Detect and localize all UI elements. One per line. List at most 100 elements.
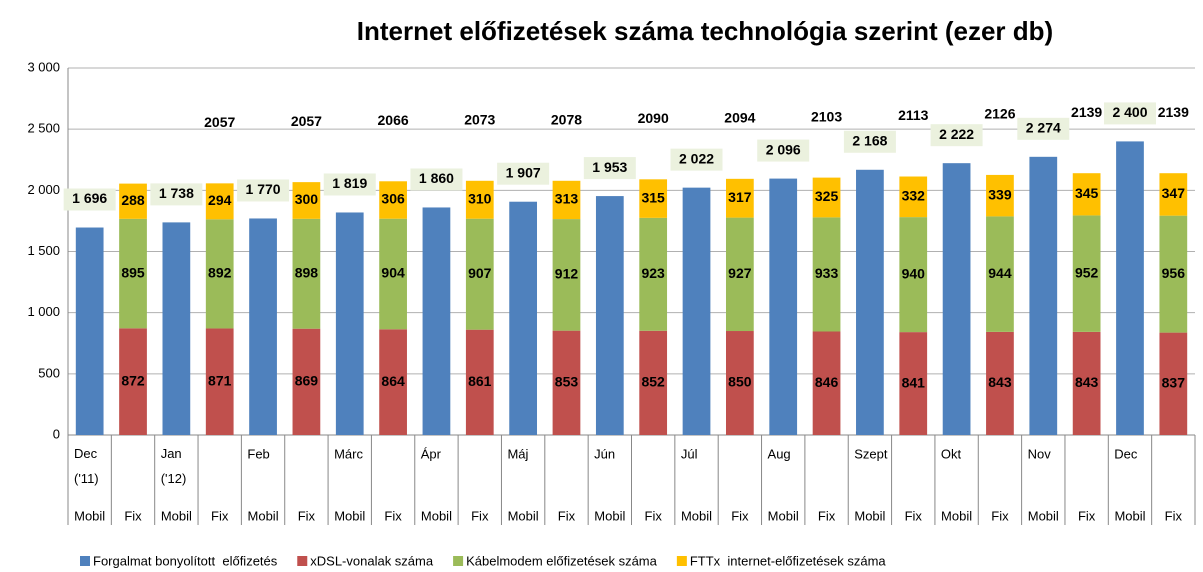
group-label: Feb	[247, 446, 269, 461]
x-tick-label: Mobil	[594, 508, 625, 523]
value-label: 325	[815, 188, 839, 204]
bar	[205, 219, 234, 329]
y-tick-label: 0	[53, 426, 60, 441]
x-tick-label: Fix	[905, 508, 923, 523]
bar	[899, 217, 928, 333]
x-tick-label: Fix	[211, 508, 229, 523]
bar	[1072, 215, 1101, 332]
x-tick-label: Fix	[818, 508, 836, 523]
bar	[639, 217, 668, 331]
legend-label: FTTx internet-előfizetések száma	[690, 553, 887, 568]
value-label: 927	[728, 265, 752, 281]
value-label-box	[930, 124, 983, 147]
y-tick-label: 1 500	[27, 243, 60, 258]
group-label-line: ('12)	[161, 471, 187, 486]
bar	[552, 219, 581, 331]
value-label: 315	[641, 189, 665, 205]
bar	[379, 329, 407, 435]
bar	[725, 178, 754, 218]
x-tick-label: Fix	[124, 508, 142, 523]
value-label-box	[1103, 102, 1156, 125]
total-label: 2066	[378, 112, 409, 128]
value-label: 2 400	[1112, 104, 1147, 120]
legend-label: Kábelmodem előfizetések száma	[466, 553, 658, 568]
bar	[465, 218, 494, 330]
bar	[379, 181, 407, 219]
value-label: 345	[1075, 185, 1099, 201]
value-label: 853	[555, 374, 579, 390]
x-tick-label: Fix	[1165, 508, 1183, 523]
value-label: 313	[555, 191, 579, 207]
value-label: 843	[1075, 374, 1099, 390]
group-label: Szept	[854, 446, 888, 461]
bar	[1159, 173, 1188, 216]
value-label: 1 696	[72, 190, 107, 206]
legend-swatch	[297, 556, 308, 566]
bar	[769, 178, 798, 435]
x-tick-label: Mobil	[768, 508, 799, 523]
legend-label: xDSL-vonalak száma	[310, 553, 434, 568]
value-label: 1 738	[159, 185, 194, 201]
group-label-line: Jan	[161, 446, 182, 461]
bar	[552, 180, 581, 220]
bar	[1116, 141, 1144, 435]
total-label: 2103	[811, 108, 842, 124]
value-label: 843	[988, 374, 1012, 390]
value-label: 944	[988, 265, 1012, 281]
total-label: 2139	[1071, 104, 1102, 120]
x-tick-label: Fix	[298, 508, 316, 523]
group-label: Ápr	[421, 446, 442, 461]
value-label: 2 168	[852, 132, 887, 148]
value-label: 912	[555, 266, 579, 282]
legend-swatch	[676, 556, 687, 566]
value-label: 1 953	[592, 159, 627, 175]
value-label: 1 819	[332, 175, 367, 191]
x-tick-label: Mobil	[508, 508, 539, 523]
bar	[986, 174, 1014, 217]
bar	[639, 179, 668, 218]
bar	[162, 222, 191, 435]
value-label: 2 274	[1026, 120, 1061, 136]
chart-title: Internet előfizetések száma technológia …	[357, 16, 1053, 46]
value-label: 871	[208, 372, 232, 388]
value-label: 1 907	[506, 164, 541, 180]
bar	[465, 329, 494, 435]
y-tick-label: 3 000	[27, 59, 60, 74]
value-label: 861	[468, 373, 492, 389]
value-label: 956	[1162, 265, 1186, 281]
legend-swatch	[453, 556, 464, 566]
bar	[1159, 332, 1188, 435]
x-tick-label: Mobil	[681, 508, 712, 523]
total-label: 2057	[204, 114, 235, 130]
bar	[379, 218, 407, 330]
value-label-box	[497, 162, 550, 185]
bar	[205, 183, 234, 220]
x-tick-label: Mobil	[74, 508, 105, 523]
value-label: 904	[381, 265, 405, 281]
value-label: 892	[208, 265, 232, 281]
value-label: 332	[902, 188, 926, 204]
x-tick-label: Mobil	[421, 508, 452, 523]
value-label: 1 770	[246, 181, 281, 197]
value-label-box	[237, 179, 290, 202]
value-label-box	[63, 188, 116, 211]
total-label: 2073	[464, 111, 495, 127]
x-tick-label: Mobil	[854, 508, 885, 523]
bar	[422, 207, 451, 435]
group-label: Aug	[768, 446, 791, 461]
group-label: Dec	[1114, 446, 1138, 461]
x-tick-label: Fix	[471, 508, 489, 523]
value-label: 1 860	[419, 170, 454, 186]
value-label: 841	[902, 374, 926, 390]
group-label-line: Dec	[74, 446, 98, 461]
value-label: 907	[468, 265, 492, 281]
x-tick-label: Fix	[991, 508, 1009, 523]
bar	[639, 330, 668, 435]
bar	[1029, 156, 1058, 435]
group-label: Júl	[681, 446, 698, 461]
x-tick-label: Mobil	[248, 508, 279, 523]
total-label: 2094	[724, 110, 755, 126]
value-label: 306	[381, 191, 405, 207]
value-label-box	[843, 130, 896, 153]
